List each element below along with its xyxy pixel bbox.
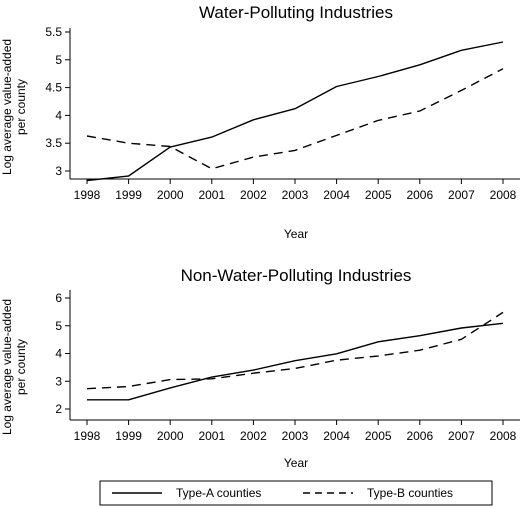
x-tick-label: 2003 (282, 188, 309, 202)
x-tick-label: 2008 (490, 429, 517, 443)
legend-box (99, 480, 493, 506)
x-tick-label: 2008 (490, 188, 517, 202)
y-tick-label: 3.5 (45, 136, 62, 150)
y-tick-label: 4 (55, 347, 62, 361)
x-tick-label: 2002 (240, 429, 267, 443)
panel-non-water-polluting: Non-Water-Polluting Industries Log avera… (0, 266, 520, 470)
legend-label-type-a: Type-A counties (176, 486, 261, 500)
chart-title: Water-Polluting Industries (199, 3, 393, 22)
panel-water-polluting: Water-Polluting Industries Log average v… (0, 3, 520, 241)
y-axis-label-line2: per county (14, 339, 28, 395)
plot-area: 3 3.5 4 4.5 5 5.5 1998 1999 2000 2001 2002 2003 2004… (45, 25, 516, 202)
x-tick-label: 1999 (115, 429, 142, 443)
x-tick-label: 2004 (323, 188, 350, 202)
x-tick-label: 2004 (323, 429, 350, 443)
x-tick-label: 2000 (157, 188, 184, 202)
y-tick-label: 6 (55, 291, 62, 305)
x-tick-label: 2005 (365, 429, 392, 443)
y-tick-label: 5.5 (45, 25, 62, 39)
x-tick-label: 2005 (365, 188, 392, 202)
legend: Type-A counties Type-B counties (99, 480, 493, 506)
x-axis-label: Year (284, 227, 308, 241)
y-tick-label: 2 (55, 402, 62, 416)
x-axis-label: Year (284, 456, 308, 470)
plot-area: 2 3 4 5 6 1998 1999 2000 2001 2002 2003 2004 2005 200… (55, 291, 516, 443)
series-line-type-b (86, 311, 504, 390)
y-axis-label-line2: per county (14, 79, 28, 135)
x-tick-label: 1998 (74, 429, 101, 443)
y-tick-label: 3 (55, 374, 62, 388)
x-tick-label: 1999 (115, 188, 142, 202)
legend-label-type-b: Type-B counties (367, 486, 453, 500)
x-tick-label: 2007 (448, 188, 475, 202)
x-tick-label: 2001 (198, 429, 225, 443)
series-line-type-b (86, 68, 504, 170)
x-tick-label: 2006 (406, 188, 433, 202)
x-tick-label: 2006 (406, 429, 433, 443)
x-tick-label: 1998 (74, 188, 101, 202)
y-tick-label: 4.5 (45, 81, 62, 95)
series-line-type-a (87, 322, 504, 401)
series-line-type-a (86, 41, 504, 182)
y-tick-label: 5 (55, 319, 62, 333)
x-tick-label: 2002 (240, 188, 267, 202)
x-tick-label: 2007 (448, 429, 475, 443)
y-axis-label-line1: Log average value-added (0, 299, 14, 435)
x-tick-label: 2001 (198, 188, 225, 202)
y-tick-label: 5 (55, 53, 62, 67)
x-tick-label: 2000 (157, 429, 184, 443)
x-tick-label: 2003 (282, 429, 309, 443)
y-tick-label: 4 (55, 108, 62, 122)
y-axis-label-line1: Log average value-added (0, 39, 14, 175)
chart-title: Non-Water-Polluting Industries (181, 266, 412, 285)
y-tick-label: 3 (55, 164, 62, 178)
